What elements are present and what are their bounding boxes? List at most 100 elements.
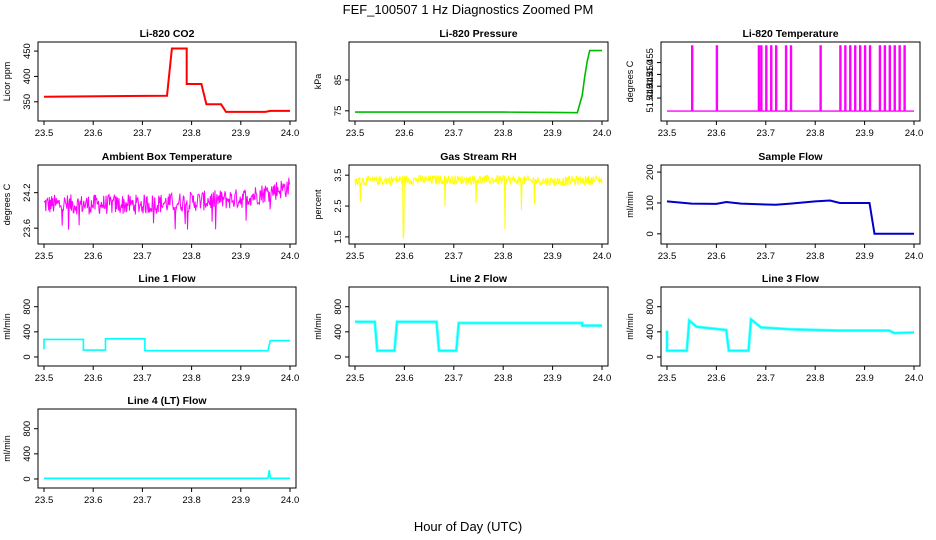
y-tick-label: 24.2 (22, 183, 33, 202)
series-line (43, 47, 290, 113)
series-line (666, 199, 914, 235)
x-tick-label: 23.8 (806, 251, 825, 262)
y-tick-label: 350 (22, 94, 33, 110)
y-tick-label: 0 (333, 354, 344, 359)
x-tick-label: 23.5 (658, 128, 677, 139)
panel-title: Sample Flow (758, 151, 823, 163)
x-tick-label: 23.9 (232, 495, 251, 506)
x-axis-label: Hour of Day (UTC) (414, 519, 522, 534)
panel-4: Ambient Box Temperature degrees C 23.5 23.6… (2, 151, 299, 262)
x-tick-label: 23.9 (543, 373, 562, 384)
panel-title: Gas Stream RH (440, 151, 516, 163)
x-tick-label: 23.8 (806, 373, 825, 384)
plot-frame (37, 164, 297, 245)
y-axis-label: degrees C (2, 183, 12, 225)
plot-frame (660, 286, 921, 367)
data-area (43, 338, 290, 352)
x-tick-label: 23.9 (543, 251, 562, 262)
x-tick-label: 23.8 (182, 128, 201, 139)
y-axis-label: Licor ppm (2, 62, 12, 102)
x-tick-label: 23.7 (445, 373, 464, 384)
x-tick-label: 23.5 (346, 373, 365, 384)
y-axis-label: ml/min (313, 313, 323, 340)
data-area (355, 320, 602, 353)
y-axis-label: degrees C (625, 60, 635, 102)
x-tick-label: 24.0 (281, 251, 300, 262)
x-tick-label: 23.5 (346, 128, 365, 139)
x-tick-label: 23.6 (395, 128, 414, 139)
x-tick-label: 23.7 (133, 251, 152, 262)
y-tick-label: 450 (22, 43, 33, 59)
x-tick-label: 23.7 (133, 128, 152, 139)
plot-frame (37, 286, 297, 367)
y-tick-label: 400 (645, 324, 656, 340)
figure-title: FEF_100507 1 Hz Diagnostics Zoomed PM (343, 2, 594, 17)
panel-3: Li-820 Temperature degrees C 23.5 23.6 23.7 2… (625, 28, 923, 139)
x-tick-label: 23.7 (757, 251, 776, 262)
y-axis-label: ml/min (2, 435, 12, 462)
y-tick-label: 51.440 (645, 84, 656, 113)
series-band (665, 316, 915, 353)
y-tick-label: 0 (645, 231, 656, 236)
x-tick-label: 23.7 (445, 251, 464, 262)
panel-6: Sample Flow ml/min 23.5 23.6 23.7 23.8 23.9 24.… (625, 151, 923, 262)
x-tick-label: 24.0 (593, 128, 612, 139)
panels: Li-820 CO2 Licor ppm 23.5 23.6 23.7 23.8 23.9 2… (2, 28, 923, 506)
y-tick-label: 800 (22, 299, 33, 315)
data-area (666, 199, 914, 235)
x-tick-label: 23.8 (494, 128, 513, 139)
y-tick-label: 400 (22, 446, 33, 462)
x-tick-label: 23.5 (346, 251, 365, 262)
panel-title: Line 1 Flow (138, 273, 196, 285)
series-noise (43, 177, 291, 230)
x-tick-label: 23.5 (658, 373, 677, 384)
x-tick-label: 23.9 (855, 373, 874, 384)
panel-5: Gas Stream RH percent 23.5 23.6 23.7 23.8 23.9… (313, 151, 611, 262)
x-tick-label: 24.0 (905, 251, 924, 262)
y-tick-label: 51.450 (645, 60, 656, 89)
series-line (355, 49, 602, 114)
x-tick-label: 24.0 (593, 251, 612, 262)
y-axis-label: percent (313, 189, 323, 220)
y-tick-label: 200 (645, 164, 656, 180)
series-line (355, 321, 602, 352)
series-noise (354, 174, 603, 239)
x-tick-label: 23.9 (543, 128, 562, 139)
plot-frame (660, 41, 921, 122)
plot-frame (660, 164, 921, 245)
panel-2: Li-820 Pressure kPa 23.5 23.6 23.7 23.8 23.9 24… (313, 28, 611, 139)
y-axis-label: kPa (313, 74, 323, 90)
y-tick-label: 2.5 (333, 199, 344, 212)
plot-frame (348, 164, 609, 245)
y-axis-label: ml/min (625, 313, 635, 340)
panel-8: Line 2 Flow ml/min 23.5 23.6 23.7 23.8 23.9 24.… (313, 273, 611, 384)
x-tick-label: 23.9 (855, 251, 874, 262)
y-tick-label: 800 (645, 299, 656, 315)
x-tick-label: 23.6 (84, 251, 103, 262)
panel-title: Line 3 Flow (762, 273, 820, 285)
y-tick-label: 100 (645, 195, 656, 211)
x-tick-label: 23.8 (494, 373, 513, 384)
data-area (43, 47, 290, 113)
y-axis-label: ml/min (2, 313, 12, 340)
y-tick-label: 0 (645, 354, 656, 359)
y-tick-label: 800 (22, 421, 33, 437)
x-tick-label: 23.7 (445, 128, 464, 139)
x-tick-label: 23.5 (35, 251, 54, 262)
panel-title: Ambient Box Temperature (102, 151, 233, 163)
x-tick-label: 23.6 (395, 251, 414, 262)
y-tick-label: 0 (22, 354, 33, 359)
y-tick-label: 800 (333, 299, 344, 315)
x-tick-label: 23.6 (707, 251, 726, 262)
panel-title: Line 2 Flow (450, 273, 508, 285)
y-tick-label: 400 (22, 324, 33, 340)
x-tick-label: 23.9 (232, 251, 251, 262)
y-tick-label: 0 (22, 476, 33, 481)
x-tick-label: 23.8 (182, 495, 201, 506)
y-tick-label: 400 (22, 68, 33, 84)
x-tick-label: 23.9 (232, 373, 251, 384)
x-tick-label: 24.0 (281, 128, 300, 139)
x-tick-label: 23.9 (232, 128, 251, 139)
panel-10: Line 4 (LT) Flow ml/min 23.5 23.6 23.7 23.8 23… (2, 395, 299, 506)
